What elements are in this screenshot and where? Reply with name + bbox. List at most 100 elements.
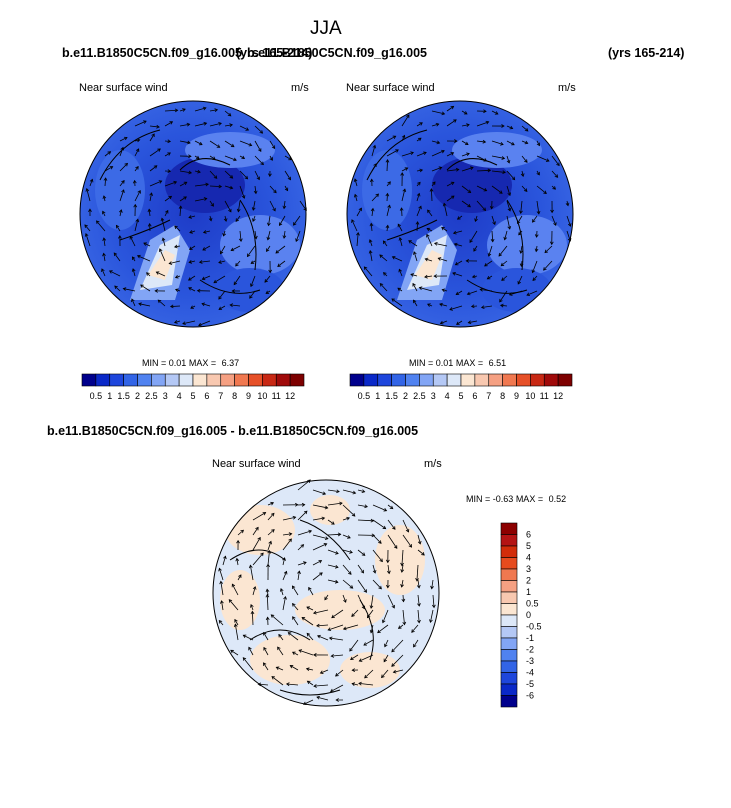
wind-vector (449, 305, 463, 311)
wind-vector-head (449, 307, 453, 311)
wind-vector (84, 224, 91, 232)
wind-vector-head (205, 182, 209, 187)
wind-vector-head (266, 248, 270, 253)
wind-vector (265, 290, 271, 294)
wind-vector (431, 140, 440, 144)
wind-vector-head (371, 533, 376, 538)
wind-vector (263, 647, 269, 656)
wind-vector (282, 571, 287, 581)
wind-vector-head (417, 603, 421, 607)
wind-vector (416, 182, 421, 187)
wind-vector (254, 140, 262, 152)
wind-vector-head (486, 276, 491, 280)
wind-vector (134, 120, 147, 127)
wind-vector (474, 215, 478, 222)
wind-vector (194, 183, 209, 187)
wind-vector-head (168, 261, 173, 265)
wind-vector-head (377, 629, 381, 634)
wind-vector-head (223, 218, 228, 222)
wind-vector-head (292, 585, 296, 590)
wind-vector-head (288, 538, 292, 543)
wind-vector-head (133, 203, 138, 208)
wind-vector-head (369, 629, 374, 634)
wind-vector (267, 502, 274, 506)
wind-vector-head (248, 564, 253, 569)
wind-vector-head (214, 108, 219, 112)
wind-vector (551, 155, 560, 166)
wind-vector-head (364, 504, 368, 509)
wind-vector (252, 552, 264, 566)
wind-vector (174, 225, 181, 232)
wind-vector-head (500, 303, 504, 308)
wind-vector-head (118, 235, 122, 239)
wind-vector (342, 489, 356, 494)
wind-vector (401, 152, 414, 157)
panel2-colorbar-tick-label: 10 (525, 391, 535, 401)
wind-vector-head (436, 140, 441, 145)
wind-vector (383, 240, 388, 247)
wind-vector (387, 519, 396, 530)
wind-vector-head (173, 320, 178, 324)
wind-vector (234, 619, 239, 626)
wind-vector-head (544, 249, 549, 254)
wind-vector-head (372, 144, 377, 149)
panel2-colorbar-swatch (488, 373, 503, 387)
wind-vector (551, 185, 556, 190)
wind-vector-head (198, 322, 202, 327)
wind-vector-head (210, 203, 214, 207)
wind-vector (148, 209, 151, 217)
wind-vector-head (467, 189, 472, 194)
wind-vector (312, 543, 327, 551)
wind-vector-head (470, 304, 475, 309)
wind-vector-head (269, 157, 273, 161)
wind-vector-head (208, 217, 213, 222)
wind-vector-head (220, 250, 224, 255)
panel1-colorbar-tick-label: 7 (218, 391, 223, 401)
wind-vector-head (316, 695, 320, 700)
wind-vector (282, 533, 292, 536)
wind-vector-head (534, 248, 539, 253)
wind-vector-head (301, 617, 306, 621)
wind-vector (267, 513, 275, 521)
wind-vector-head (248, 142, 253, 147)
wind-vector-head (502, 170, 506, 175)
wind-vector-head (419, 168, 424, 173)
wind-vector-head (240, 529, 244, 534)
wind-vector-head (189, 230, 193, 234)
panel2-colorbar-swatch (405, 373, 420, 387)
wind-vector (357, 519, 374, 522)
wind-vector-head (260, 161, 264, 166)
wind-vector-head (173, 180, 178, 185)
wind-vector (446, 119, 457, 127)
wind-vector (392, 256, 403, 262)
wind-vector-head (402, 188, 407, 193)
wind-vector (194, 170, 201, 173)
wind-vector (188, 287, 196, 292)
wind-vector-head (277, 263, 281, 267)
wind-vector (224, 155, 237, 161)
wind-vector-head (241, 155, 246, 159)
panel1-colorbar-swatch (95, 373, 111, 387)
wind-vector-head (272, 207, 276, 212)
wind-vector-head (308, 586, 312, 591)
wind-vector (250, 260, 256, 264)
wind-vector-head (398, 268, 402, 273)
wind-vector-head (552, 186, 557, 190)
panel1-min-value: 0.01 (168, 358, 187, 368)
wind-vector-head (268, 540, 272, 545)
wind-vector-head (282, 205, 287, 210)
wind-vector (109, 270, 121, 277)
wind-vector-head (499, 190, 503, 194)
wind-vector-head (413, 643, 417, 648)
wind-vector (500, 260, 508, 267)
wind-vector-head (379, 558, 383, 563)
wind-vector-head (167, 152, 171, 156)
wind-vector-head (322, 491, 327, 496)
wind-vector (119, 163, 128, 172)
wind-vector-head (316, 623, 320, 628)
wind-vector-head (323, 543, 328, 547)
wind-vector (491, 230, 494, 242)
wind-vector-head (454, 139, 458, 143)
wind-vector (283, 200, 286, 209)
